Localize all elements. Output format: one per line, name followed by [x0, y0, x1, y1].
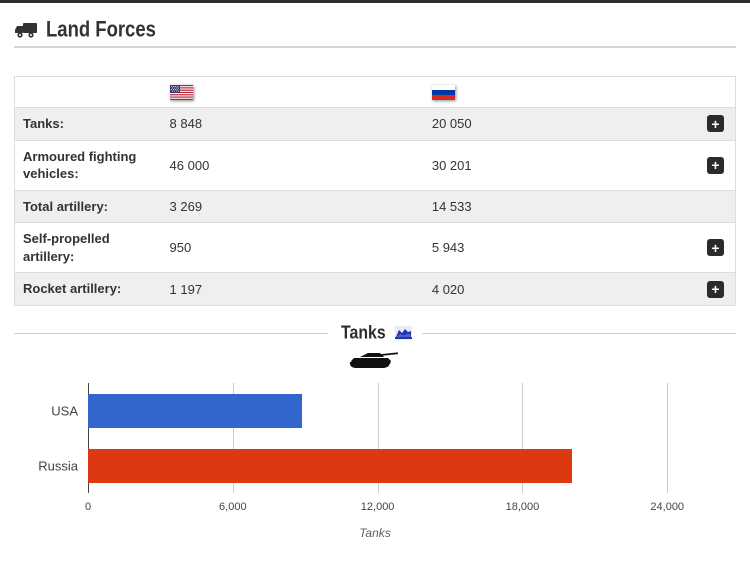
usa-column-header [154, 77, 430, 108]
page-top-border [0, 0, 750, 3]
usa-value: 46 000 [169, 157, 210, 173]
x-axis-ticks: 0 6,000 12,000 18,000 24,000 [84, 501, 730, 515]
area-chart-icon [394, 325, 412, 340]
usa-value: 3 269 [169, 198, 203, 214]
table-row-armoured-fighting-vehicles: Armoured fighting vehicles: 46 000 30 20… [14, 140, 736, 191]
tank-illustration [0, 347, 750, 378]
table-row-tanks: Tanks: 8 848 20 050 + [14, 107, 736, 141]
russia-value: 4 020 [431, 281, 465, 297]
usa-value: 1 197 [169, 281, 203, 297]
row-label: Total artillery: [23, 198, 109, 214]
russia-value: 14 533 [431, 198, 472, 214]
table-row-total-artillery: Total artillery: 3 269 14 533 [14, 190, 736, 223]
category-label-usa: USA [51, 403, 78, 419]
gridline [232, 383, 234, 493]
gridline [522, 383, 524, 493]
chart-title: Tanks [341, 321, 386, 343]
gridline [377, 383, 379, 493]
russia-value: 20 050 [431, 116, 472, 132]
russia-flag-icon [431, 85, 455, 101]
page-title: Land Forces [46, 17, 156, 42]
bar-usa [88, 394, 302, 428]
russia-column-header [430, 77, 685, 108]
bar-russia [88, 449, 572, 483]
plot-area [88, 383, 730, 493]
table-row-self-propelled-artillery: Self-propelled artillery: 950 5 943 + [14, 222, 736, 273]
russia-value: 30 201 [431, 157, 472, 173]
row-label: Self-propelled artillery: [23, 231, 110, 264]
x-tick-label: 12,000 [360, 501, 395, 513]
russia-value: 5 943 [431, 240, 465, 256]
table-header-row [14, 76, 736, 108]
table-row-rocket-artillery: Rocket artillery: 1 197 4 020 + [14, 272, 736, 306]
row-label: Rocket artillery: [23, 281, 122, 297]
x-tick-label: 6,000 [219, 501, 247, 513]
axis-baseline [88, 383, 89, 493]
comparison-table: Tanks: 8 848 20 050 + Armoured fighting … [14, 76, 736, 306]
x-axis-title: Tanks [359, 526, 391, 540]
row-label: Tanks: [23, 116, 64, 132]
usa-value: 950 [169, 240, 192, 256]
usa-flag-icon [169, 85, 193, 101]
tanks-bar-chart: USA Russia 0 6,000 12,000 18,000 24,000 Tanks [0, 378, 750, 548]
x-tick-label: 0 [84, 501, 92, 513]
expand-button[interactable]: + [707, 280, 724, 298]
gridline [667, 383, 669, 493]
empty-header-cell [15, 77, 154, 108]
tank-silhouette-icon [349, 352, 399, 368]
x-tick-label: 18,000 [505, 501, 540, 513]
x-tick-label: 24,000 [650, 501, 685, 513]
row-label: Armoured fighting vehicles: [23, 148, 137, 182]
empty-header-cell [685, 77, 736, 108]
truck-icon [15, 23, 37, 38]
usa-value: 8 848 [169, 116, 203, 132]
chart-title-divider: Tanks [14, 321, 736, 344]
empty-cell [685, 190, 736, 223]
category-label-russia: Russia [38, 458, 78, 474]
expand-button[interactable]: + [707, 115, 724, 133]
expand-button[interactable]: + [707, 239, 724, 257]
section-header: Land Forces [14, 14, 736, 48]
expand-button[interactable]: + [707, 156, 724, 174]
